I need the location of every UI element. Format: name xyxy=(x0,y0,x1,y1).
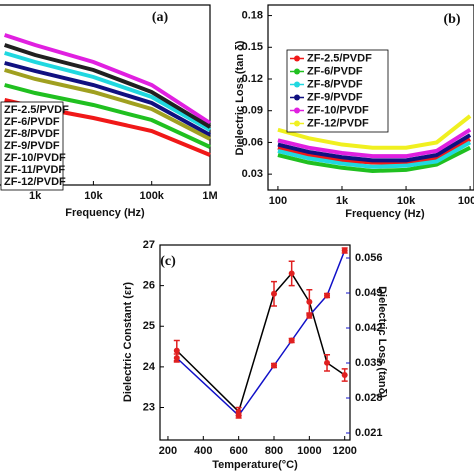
legend-label: ZF-8/PVDF xyxy=(307,78,363,90)
x-axis-label: Frequency (Hz) xyxy=(65,207,145,219)
x-tick-label: 100 xyxy=(269,195,287,207)
legend-label: ZF-9/PVDF xyxy=(307,91,363,103)
series-line xyxy=(3,33,212,125)
series-line xyxy=(4,61,211,137)
data-point xyxy=(324,292,331,299)
y-tick-label: 25 xyxy=(143,320,155,332)
x-axis-label: Temperature(°C) xyxy=(212,459,298,471)
y-tick-label: 24 xyxy=(143,361,156,373)
legend-box xyxy=(286,49,389,133)
y2-tick-label: 0.035 xyxy=(355,357,383,369)
series-line xyxy=(277,137,472,165)
x-tick-label: 400 xyxy=(194,445,212,457)
y2-axis-label: Dielectric Loss (tanδ) xyxy=(376,286,388,398)
data-point xyxy=(173,355,180,361)
series-line xyxy=(277,128,472,159)
legend-label: ZF-11/PVDF xyxy=(4,164,65,176)
plot-frame xyxy=(159,244,351,441)
data-point xyxy=(324,359,331,366)
series-line xyxy=(176,250,346,417)
series-line xyxy=(277,140,472,169)
y-axis-label: Dielectric Loss (tan δ) xyxy=(234,40,246,155)
legend-marker xyxy=(294,107,300,114)
x-tick-label: 10k xyxy=(84,190,103,202)
legend-marker xyxy=(294,55,300,62)
legend-marker xyxy=(294,120,300,127)
y-tick-label: 0.18 xyxy=(242,9,263,21)
y2-tick-label: 0.021 xyxy=(355,427,383,439)
y-tick-label: 0.15 xyxy=(242,41,263,53)
data-point xyxy=(306,312,313,319)
legend-label: ZF-2.5/PVDF xyxy=(307,52,372,64)
x-tick-label: 1000 xyxy=(297,445,321,457)
x-tick-label: 600 xyxy=(229,445,247,457)
data-point xyxy=(271,362,277,369)
series-line xyxy=(4,83,211,149)
x-tick-label: 800 xyxy=(265,445,283,457)
legend-label: ZF-12/PVDF xyxy=(307,117,369,129)
x-tick-label: 1k xyxy=(29,190,42,202)
data-point xyxy=(288,270,295,277)
data-point xyxy=(173,347,180,354)
y-tick-label: 26 xyxy=(143,280,155,292)
panel-label: (b) xyxy=(443,12,460,27)
x-tick-label: 1200 xyxy=(332,445,356,457)
y2-tick-label: 0.056 xyxy=(355,252,383,264)
legend-label: ZF-6/PVDF xyxy=(4,116,60,128)
series-line xyxy=(277,114,472,150)
series-line xyxy=(4,51,211,132)
data-point xyxy=(288,337,295,344)
data-point xyxy=(306,298,313,305)
legend-label: ZF-10/PVDF xyxy=(4,152,66,164)
series-line xyxy=(277,133,472,163)
y2-tick-label: 0.042 xyxy=(355,322,383,334)
series-line xyxy=(3,43,212,129)
x-tick-label: 100k xyxy=(139,190,164,202)
plot-frame xyxy=(267,4,474,191)
data-point xyxy=(271,290,277,297)
series-line xyxy=(176,272,346,413)
panel-label: (a) xyxy=(152,10,169,25)
panel-label: (c) xyxy=(160,254,176,269)
legend-label: ZF-8/PVDF xyxy=(4,128,60,140)
plot-frame xyxy=(0,4,211,186)
y-tick-label: 0.06 xyxy=(242,136,263,148)
series-line xyxy=(4,68,211,141)
x-axis-label: Frequency (Hz) xyxy=(345,208,425,220)
x-tick-label: 1k xyxy=(336,195,349,207)
x-tick-label: 200 xyxy=(159,445,177,457)
series-line xyxy=(277,145,472,173)
legend-label: ZF-6/PVDF xyxy=(307,65,363,77)
x-tick-label: 1M xyxy=(202,190,217,202)
data-point xyxy=(341,372,348,378)
x-tick-label: 10k xyxy=(397,195,416,207)
legend-label: ZF-9/PVDF xyxy=(4,140,60,152)
data-point xyxy=(235,412,242,419)
x-tick-label: 100k xyxy=(458,195,474,207)
y2-tick-label: 0.049 xyxy=(355,287,383,299)
y-tick-label: 0.12 xyxy=(242,73,263,85)
y-axis-label: Dielectric Constant (εr) xyxy=(122,282,134,402)
y-tick-label: 0.09 xyxy=(242,105,263,117)
legend-marker xyxy=(294,94,300,101)
legend-box xyxy=(0,101,64,191)
y-tick-label: 23 xyxy=(143,401,155,413)
legend-marker xyxy=(294,81,300,88)
y2-tick-label: 0.028 xyxy=(355,392,383,404)
legend-label: ZF-12/PVDF xyxy=(4,176,66,188)
y-tick-label: 0.03 xyxy=(242,168,263,180)
data-point xyxy=(341,247,348,254)
y-tick-label: 27 xyxy=(143,239,155,251)
legend-marker xyxy=(294,68,300,75)
legend-label: ZF-10/PVDF xyxy=(307,104,369,116)
legend-label: ZF-2.5/PVDF xyxy=(4,104,69,116)
